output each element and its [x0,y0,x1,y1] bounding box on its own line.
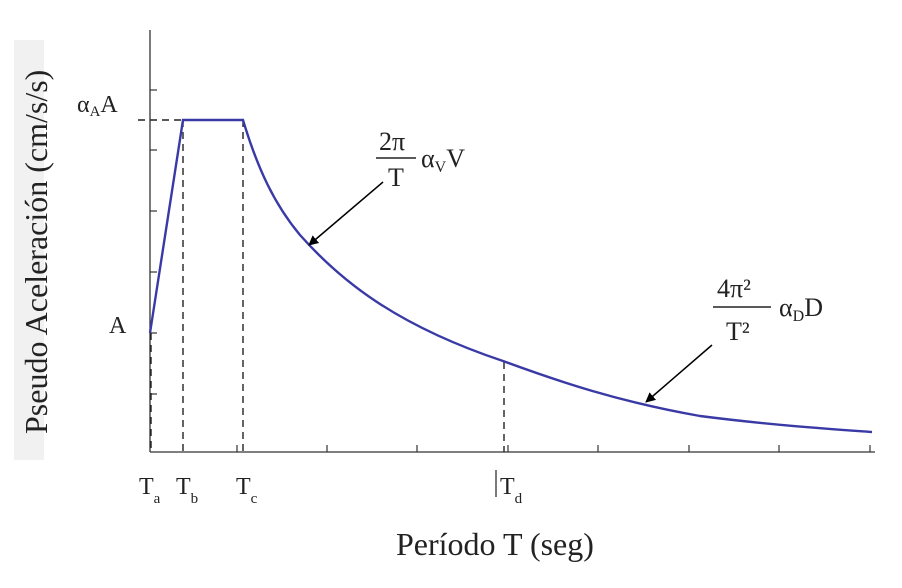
velocity-formula: 2π T αVV [376,127,465,192]
x-tick-tb: Tb [176,474,198,507]
velocity-formula-factor: αVV [421,144,465,176]
velocity-formula-numerator: 2π [379,127,405,156]
displacement-formula-numerator: 4π² [717,274,751,303]
velocity-formula-denominator: T [388,163,404,192]
axes [149,30,875,453]
velocity-arrow [308,181,384,246]
x-ticks [236,445,871,452]
x-tick-td: Td [500,474,523,507]
reference-lines [138,119,505,452]
spectrum-curve [148,118,873,434]
displacement-formula: 4π² T² αDD [713,274,823,346]
y-axis-title: Pseudo Aceleración (cm/s/s) [18,70,54,434]
x-axis-title: Período T (seg) [396,526,594,562]
displacement-arrow [645,344,713,403]
displacement-formula-factor: αDD [779,293,823,325]
y-tick-alpha-a-a: αAA [77,92,118,120]
y-tick-a: A [109,313,127,339]
displacement-formula-denominator: T² [726,317,750,346]
x-tick-ta: Ta [139,474,161,507]
x-tick-tc: Tc [236,474,258,507]
left-band [14,40,44,460]
